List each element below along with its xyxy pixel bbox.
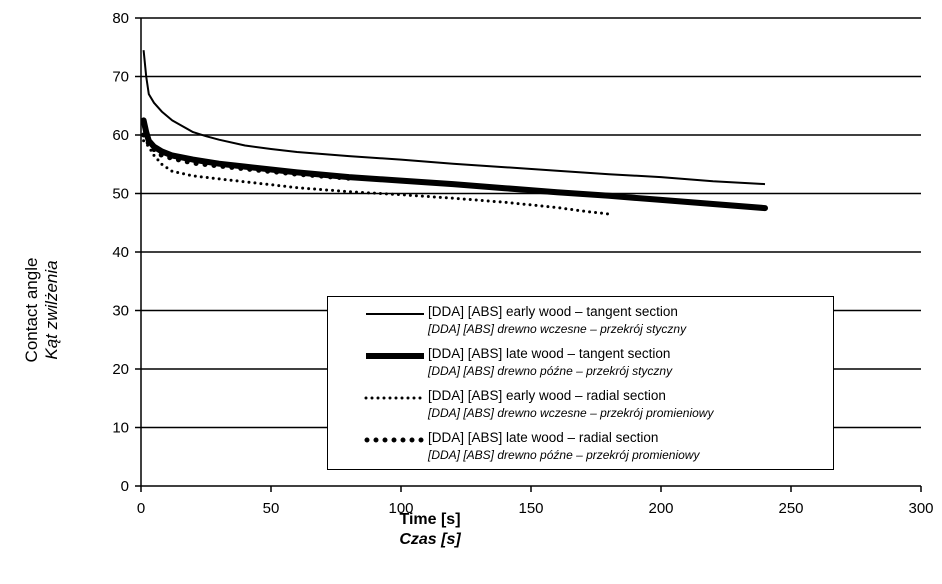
- y-tick-label: 60: [112, 127, 129, 144]
- legend-sublabel: [DDA] [ABS] drewno wczesne – przekrój st…: [428, 322, 687, 336]
- x-axis-title: Time [s]: [399, 511, 461, 528]
- y-tick-label: 10: [112, 420, 129, 437]
- x-tick-label: 300: [908, 500, 933, 517]
- legend-swatch-early-radial: [364, 396, 426, 400]
- y-tick-label: 80: [112, 10, 129, 27]
- legend-label: [DDA] [ABS] early wood – radial section: [428, 388, 666, 403]
- x-tick-label: 200: [648, 500, 673, 517]
- y-tick-label: 30: [112, 303, 129, 320]
- legend-swatch-early-tangent: [366, 313, 424, 315]
- legend-sublabel: [DDA] [ABS] drewno wczesne – przekrój pr…: [428, 406, 714, 420]
- y-tick-label: 40: [112, 244, 129, 261]
- x-axis-label: Time [s] Czas [s]: [310, 510, 550, 550]
- y-tick-label: 20: [112, 361, 129, 378]
- x-tick-label: 250: [778, 500, 803, 517]
- axes: [135, 17, 922, 492]
- x-tick-label: 50: [263, 500, 280, 517]
- y-tick-label: 50: [112, 186, 129, 203]
- y-axis-title: Contact angle: [22, 257, 41, 363]
- legend-sublabel: [DDA] [ABS] drewno późne – przekrój styc…: [428, 364, 673, 378]
- legend-item-late-radial: [DDA] [ABS] late wood – radial section […: [328, 429, 833, 469]
- legend-swatch-late-radial: [364, 437, 426, 443]
- legend-label: [DDA] [ABS] late wood – radial section: [428, 430, 659, 445]
- x-tick-label: 0: [137, 500, 145, 517]
- legend-item-late-tangent: [DDA] [ABS] late wood – tangent section …: [328, 345, 833, 385]
- legend-item-early-radial: [DDA] [ABS] early wood – radial section …: [328, 387, 833, 427]
- legend-sublabel: [DDA] [ABS] drewno późne – przekrój prom…: [428, 448, 700, 462]
- y-tick-label: 0: [121, 478, 129, 495]
- y-axis-label: Contact angle Kąt zwilżenia: [2, 210, 82, 410]
- legend: [DDA] [ABS] early wood – tangent section…: [327, 296, 834, 470]
- y-axis-subtitle: Kąt zwilżenia: [42, 260, 61, 360]
- tick-labels: 0 10 20 30 40 50 60 70 80 0 50 100 150 200 250 300: [112, 10, 933, 517]
- x-tick-label: 150: [518, 500, 543, 517]
- legend-swatch-late-tangent: [366, 353, 424, 359]
- series-line-1: [140, 117, 768, 212]
- legend-label: [DDA] [ABS] late wood – tangent section: [428, 346, 671, 361]
- series-group: [140, 50, 768, 216]
- series-line-0: [142, 50, 766, 186]
- x-tick-label: 100: [388, 500, 413, 517]
- x-axis-subtitle: Czas [s]: [399, 531, 461, 548]
- legend-item-early-tangent: [DDA] [ABS] early wood – tangent section…: [328, 303, 833, 343]
- y-tick-label: 70: [112, 69, 129, 86]
- legend-label: [DDA] [ABS] early wood – tangent section: [428, 304, 678, 319]
